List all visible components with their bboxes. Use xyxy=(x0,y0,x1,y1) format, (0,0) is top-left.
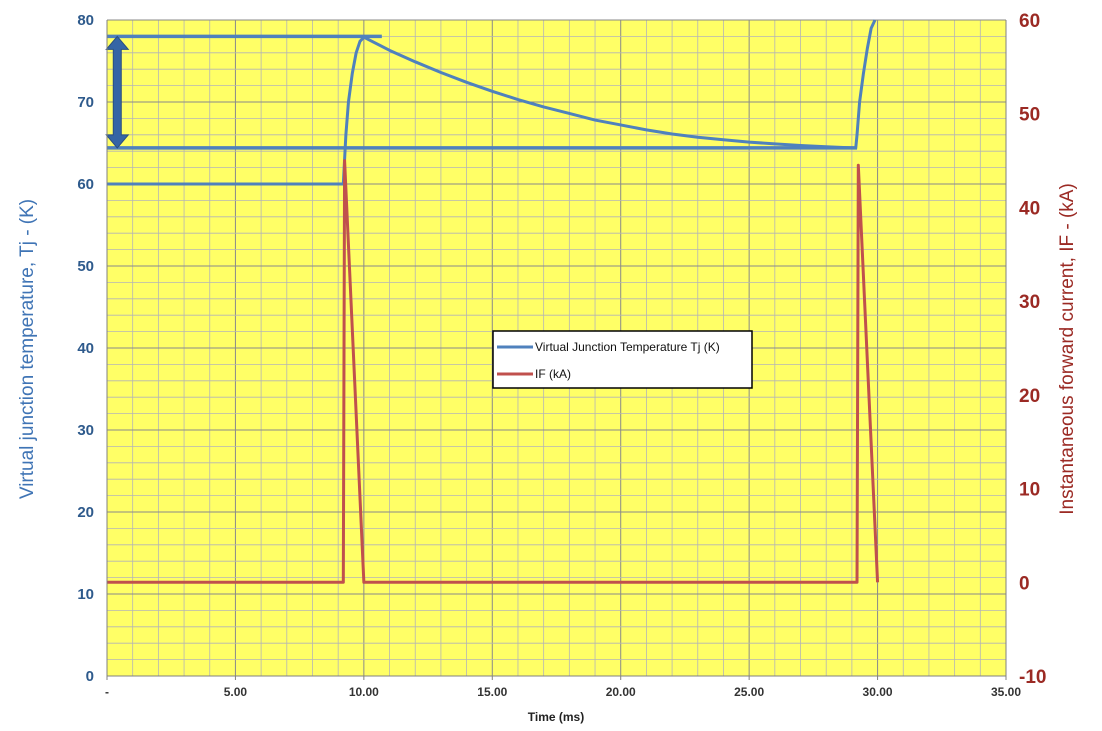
legend: Virtual Junction Temperature Tj (K) IF (… xyxy=(492,330,753,389)
x-tick-label: 35.00 xyxy=(991,685,1021,699)
y-left-tick-label: 80 xyxy=(77,12,94,29)
x-tick-label: - xyxy=(105,685,109,699)
x-tick-label: 5.00 xyxy=(224,685,248,699)
y-right-tick-label: 40 xyxy=(1019,198,1040,219)
y-right-tick-label: -10 xyxy=(1019,667,1046,688)
legend-label-tj: Virtual Junction Temperature Tj (K) xyxy=(535,340,720,354)
x-tick-label: 20.00 xyxy=(606,685,636,699)
x-tick-label: 30.00 xyxy=(863,685,893,699)
y-right-tick-label: 60 xyxy=(1019,11,1040,32)
x-tick-label: 25.00 xyxy=(734,685,764,699)
series-line-forward-current xyxy=(107,159,880,584)
legend-box xyxy=(492,330,753,389)
y-right-tick-label: 50 xyxy=(1019,105,1040,126)
y-left-tick-label: 30 xyxy=(77,422,94,439)
x-tick-label: 10.00 xyxy=(349,685,379,699)
y-left-tick-label: 70 xyxy=(77,94,94,111)
double-arrow-temperature-swing xyxy=(105,35,130,149)
y-right-tick-label: 0 xyxy=(1019,573,1030,594)
y-right-tick-label: 30 xyxy=(1019,292,1040,313)
y-left-tick-label: 60 xyxy=(77,176,94,193)
tick-labels: - 5.00 10.00 15.00 20.00 25.00 30.00 35.00 0 10 20… xyxy=(77,11,1046,699)
annotations xyxy=(105,34,858,150)
x-axis-title: Time (ms) xyxy=(528,710,584,724)
y-left-tick-label: 40 xyxy=(77,340,94,357)
y-left-tick-label: 10 xyxy=(77,586,94,603)
y-right-tick-label: 10 xyxy=(1019,480,1040,501)
y-left-tick-label: 20 xyxy=(77,504,94,521)
series-lines xyxy=(107,19,880,584)
legend-label-if: IF (kA) xyxy=(535,367,571,381)
x-tick-label: 15.00 xyxy=(477,685,507,699)
y-right-tick-label: 20 xyxy=(1019,386,1040,407)
series-line-junction-temperature xyxy=(107,19,877,186)
y-right-axis-title: Instantaneous forward current, IF - (kA) xyxy=(1057,183,1078,515)
axes xyxy=(106,20,1007,680)
y-left-tick-label: 50 xyxy=(77,258,94,275)
y-left-axis-title: Virtual junction temperature, Tj - (K) xyxy=(17,199,38,499)
y-left-tick-label: 0 xyxy=(86,668,94,685)
